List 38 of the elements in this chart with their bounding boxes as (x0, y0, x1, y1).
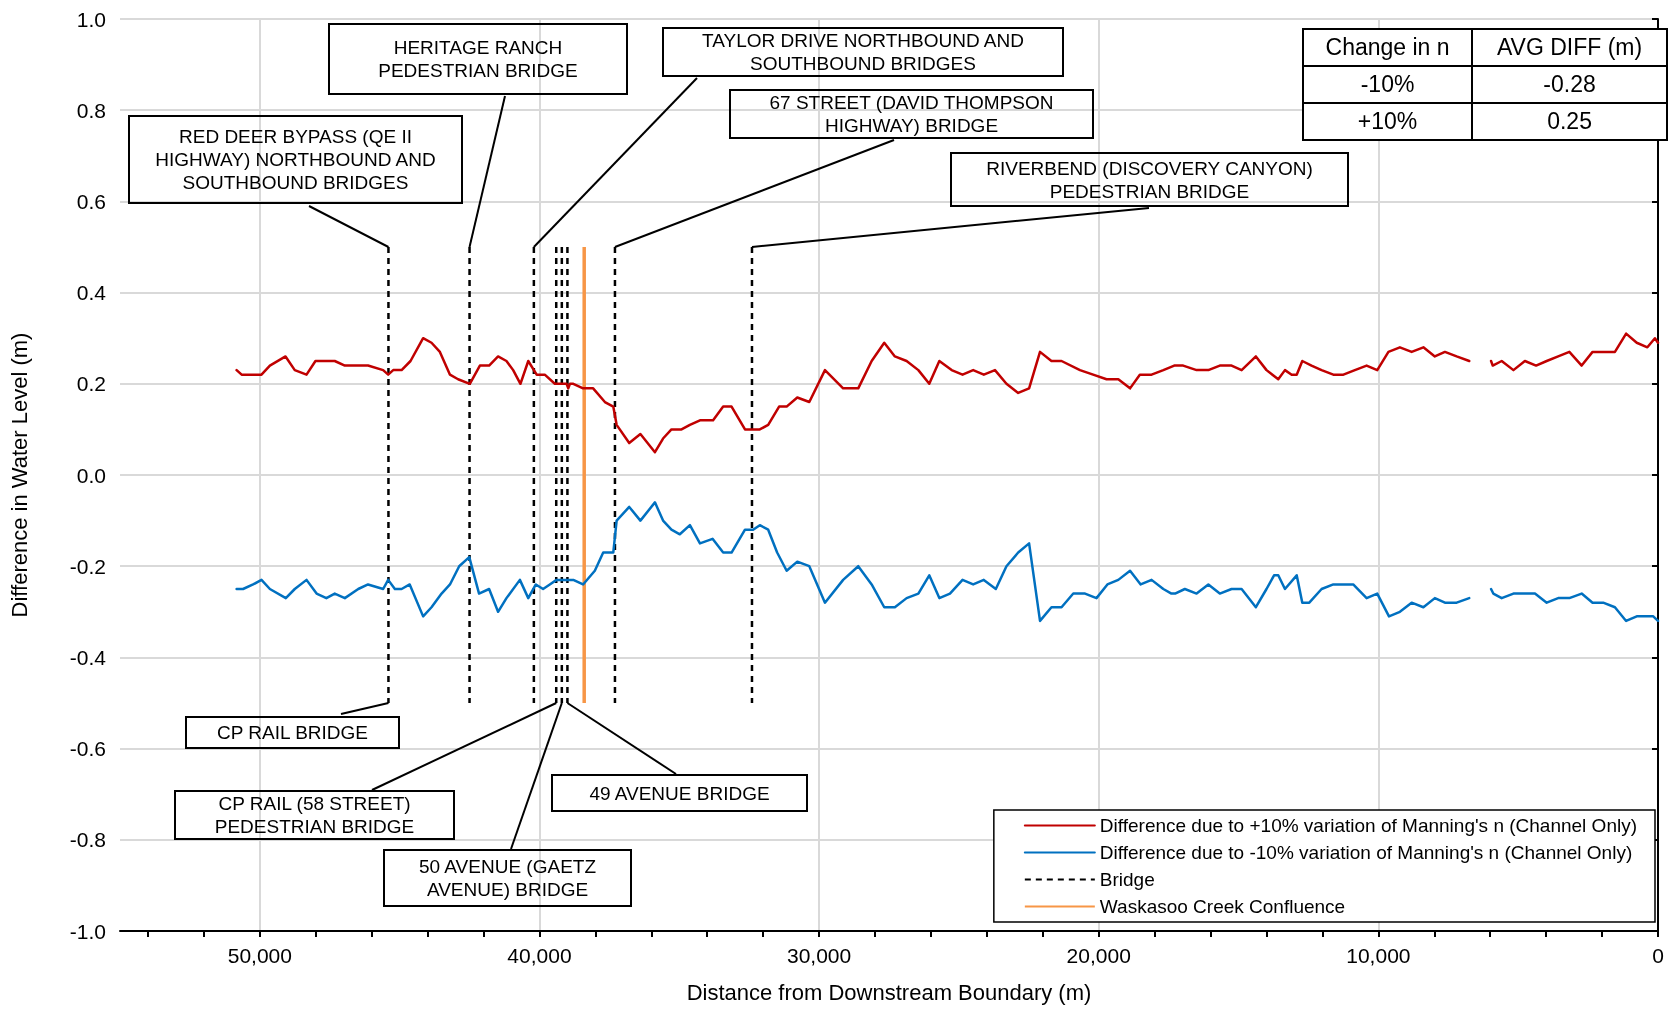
annotation: TAYLOR DRIVE NORTHBOUND AND SOUTHBOUND BRIDGES (662, 27, 1064, 77)
legend-label: Bridge (1099, 869, 1155, 890)
annotation: 67 STREET (DAVID THOMPSON HIGHWAY) BRIDGE (729, 89, 1094, 139)
annotation: RIVERBEND (DISCOVERY CANYON) PEDESTRIAN BRIDGE (950, 152, 1349, 207)
annotation: AVG DIFF (m) (1472, 29, 1667, 66)
x-axis-title: Distance from Downstream Boundary (m) (686, 979, 1092, 1005)
y-tick-label: -0.4 (69, 645, 107, 669)
annotation: -10% (1303, 66, 1473, 103)
y-tick-label: 1.0 (76, 7, 106, 31)
y-tick-label: 0.8 (76, 98, 106, 122)
annotation: 0.25 (1472, 103, 1667, 140)
x-tick-label: 10,000 (1346, 944, 1411, 967)
annotation: HERITAGE RANCH PEDESTRIAN BRIDGE (328, 23, 628, 95)
annotation: +10% (1303, 103, 1473, 140)
y-tick-label: 0.2 (76, 372, 106, 396)
x-tick-label: 20,000 (1066, 944, 1131, 967)
annotation: CP RAIL (58 STREET) PEDESTRIAN BRIDGE (174, 790, 455, 840)
legend-label: Waskasoo Creek Confluence (1099, 896, 1346, 917)
x-tick-label: 30,000 (786, 944, 852, 967)
x-tick-label: 40,000 (507, 944, 572, 967)
annotation: CP RAIL BRIDGE (185, 716, 400, 749)
x-tick-label: 50,000 (227, 944, 292, 967)
y-tick-label: -0.8 (69, 828, 106, 852)
annotation: -0.28 (1472, 66, 1667, 103)
y-tick-label: 0.6 (76, 189, 106, 213)
y-tick-label: -0.6 (69, 737, 106, 761)
y-tick-label: 0.0 (76, 463, 106, 487)
annotation: Change in n (1303, 29, 1473, 66)
y-axis-title: Difference in Water Level (m) (6, 332, 32, 618)
annotation: 49 AVENUE BRIDGE (551, 774, 808, 812)
legend-label: Difference due to -10% variation of Manning's n (Channel Only) (1099, 842, 1633, 863)
x-tick-label: 0 (1652, 944, 1664, 967)
annotation: 50 AVENUE (GAETZ AVENUE) BRIDGE (383, 849, 632, 907)
y-tick-label: 0.4 (76, 281, 107, 305)
y-tick-label: -1.0 (69, 919, 106, 943)
legend-label: Difference due to +10% variation of Manning's n (Channel Only) (1099, 815, 1637, 836)
y-tick-label: -0.2 (69, 554, 106, 578)
annotation: RED DEER BYPASS (QE II HIGHWAY) NORTHBOUND AND SOUTHBOUND BRIDGES (128, 115, 463, 204)
